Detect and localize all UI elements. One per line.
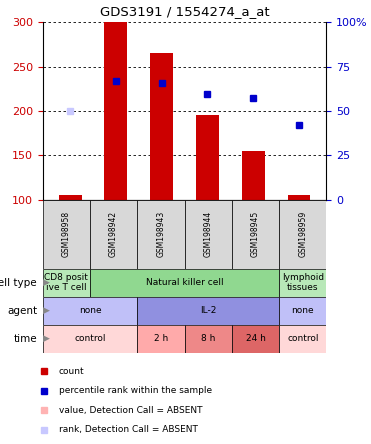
Bar [184, 325, 232, 353]
Text: value, Detection Call = ABSENT: value, Detection Call = ABSENT [59, 406, 202, 415]
Bar [150, 53, 173, 200]
Text: GSM198958: GSM198958 [62, 211, 71, 257]
Text: none: none [79, 306, 101, 315]
Bar [137, 200, 185, 269]
Bar [288, 195, 311, 200]
Text: ▶: ▶ [43, 278, 50, 287]
Text: IL-2: IL-2 [200, 306, 216, 315]
Text: agent: agent [7, 305, 37, 316]
Bar [232, 200, 279, 269]
Text: ▶: ▶ [43, 306, 50, 315]
Bar [105, 22, 127, 200]
Bar [137, 325, 185, 353]
Text: GSM198942: GSM198942 [109, 211, 118, 257]
Bar [279, 269, 326, 297]
Text: rank, Detection Call = ABSENT: rank, Detection Call = ABSENT [59, 425, 197, 434]
Bar [232, 325, 279, 353]
Title: GDS3191 / 1554274_a_at: GDS3191 / 1554274_a_at [100, 5, 269, 18]
Text: 2 h: 2 h [154, 334, 168, 343]
Text: time: time [13, 333, 37, 344]
Bar [279, 200, 326, 269]
Bar [43, 269, 90, 297]
Bar [242, 151, 265, 200]
Bar [288, 195, 311, 200]
Bar [90, 200, 137, 269]
Text: count: count [59, 367, 84, 376]
Text: CD8 posit
ive T cell: CD8 posit ive T cell [45, 273, 88, 292]
Bar [196, 115, 219, 200]
Text: control: control [287, 334, 319, 343]
Bar [59, 195, 82, 200]
Text: GSM198943: GSM198943 [157, 211, 165, 258]
Bar [279, 325, 326, 353]
Text: percentile rank within the sample: percentile rank within the sample [59, 386, 212, 395]
Text: Natural killer cell: Natural killer cell [146, 278, 223, 287]
Text: GSM198945: GSM198945 [251, 211, 260, 258]
Text: 8 h: 8 h [201, 334, 216, 343]
Text: 24 h: 24 h [246, 334, 266, 343]
Text: control: control [74, 334, 106, 343]
Bar [184, 200, 232, 269]
Bar [137, 297, 279, 325]
Bar [59, 195, 82, 200]
Text: GSM198944: GSM198944 [204, 211, 213, 258]
Bar [43, 325, 137, 353]
Bar [43, 200, 90, 269]
Text: cell type: cell type [0, 278, 37, 288]
Bar [43, 297, 137, 325]
Bar [90, 269, 279, 297]
Text: lymphoid
tissues: lymphoid tissues [282, 273, 324, 292]
Bar [279, 297, 326, 325]
Text: none: none [292, 306, 314, 315]
Text: GSM198959: GSM198959 [298, 211, 307, 258]
Text: ▶: ▶ [43, 334, 50, 343]
